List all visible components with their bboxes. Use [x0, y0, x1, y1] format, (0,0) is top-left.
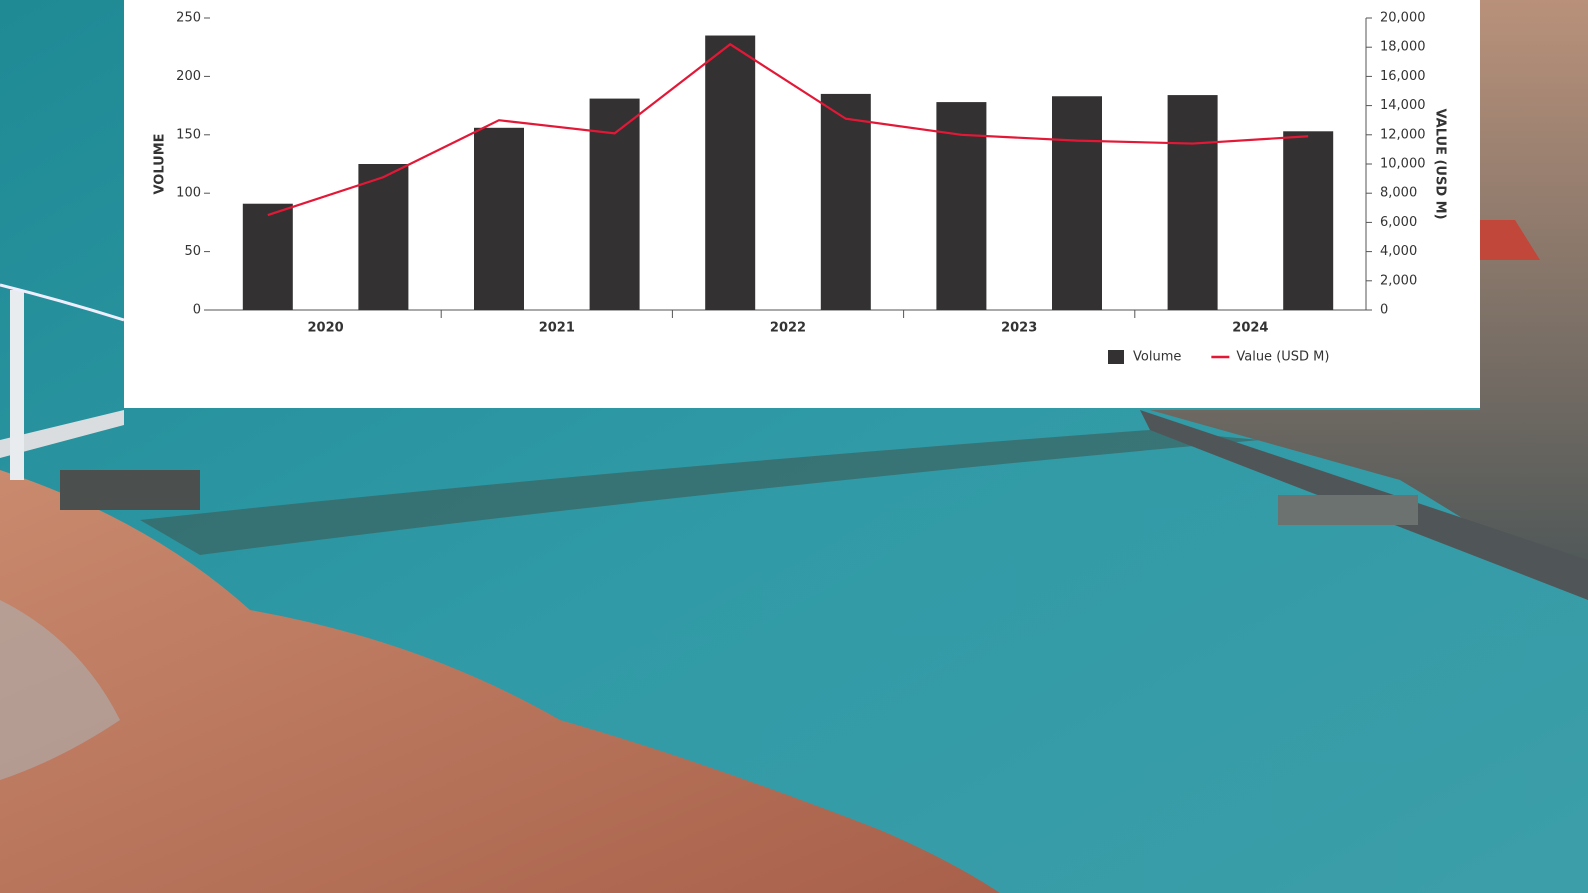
y2-tick-label: 16,000: [1380, 69, 1426, 84]
legend-swatch: [1108, 350, 1124, 364]
legend-label: Value (USD M): [1236, 350, 1329, 365]
y-tick-label: 250: [176, 11, 201, 26]
chart: VOLUME VALUE (USD M) 0 50 100 150 200 250 0 2,0…: [153, 11, 1448, 365]
y2-tick-label: 12,000: [1380, 127, 1426, 142]
y-tick-label: 200: [176, 69, 201, 84]
value-line: [267, 42, 1309, 217]
bar: [936, 102, 987, 310]
y2-tick-label: 14,000: [1380, 98, 1426, 113]
bar: [1167, 95, 1218, 310]
y2-tick-label: 8,000: [1380, 186, 1417, 201]
x-group-label: 2023: [1001, 321, 1037, 336]
y2-tick-label: 4,000: [1380, 244, 1417, 259]
y2-tick-label: 20,000: [1380, 11, 1426, 26]
y2-tick-label: 6,000: [1380, 215, 1417, 230]
y-tick-label: 50: [184, 244, 201, 259]
y-tick-label: 150: [176, 127, 201, 142]
bar: [242, 203, 293, 310]
bar: [1283, 131, 1334, 310]
y2-tick-label: 10,000: [1380, 157, 1426, 172]
x-group-label: 2020: [308, 321, 344, 336]
y-tick-label: 100: [176, 186, 201, 201]
y-axis-title: VOLUME: [153, 133, 168, 194]
legend-label: Volume: [1133, 350, 1181, 365]
x-group-label: 2021: [539, 321, 575, 336]
y2-tick-label: 2,000: [1380, 273, 1417, 288]
y2-tick-label: 0: [1380, 303, 1388, 318]
chart-panel: [124, 0, 1480, 408]
bar: [705, 35, 756, 311]
bar: [358, 164, 409, 310]
x-group-label: 2024: [1232, 321, 1268, 336]
y2-axis-title: VALUE (USD M): [1433, 108, 1448, 219]
bar: [474, 127, 524, 311]
y2-tick-label: 18,000: [1380, 40, 1426, 55]
bar: [1052, 96, 1102, 310]
bar: [820, 93, 871, 310]
x-group-label: 2022: [770, 321, 806, 336]
y-tick-label: 0: [193, 303, 201, 318]
